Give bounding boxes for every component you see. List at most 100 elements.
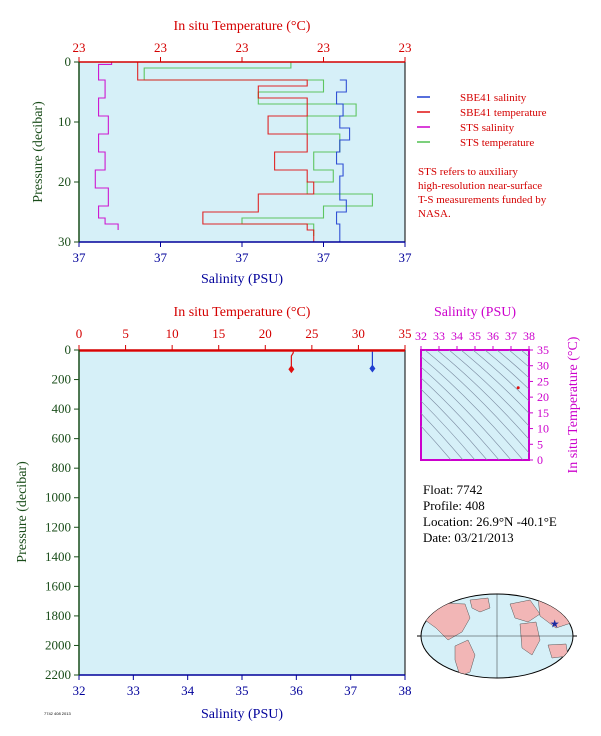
ts-sal-tick-label: 32 xyxy=(415,329,427,343)
legend: SBE41 salinity SBE41 temperature STS salin… xyxy=(417,92,547,149)
ts-contour-line xyxy=(421,412,464,460)
bottom-pressure-tick-label: 1400 xyxy=(45,549,71,564)
date-text: Date: 03/21/2013 xyxy=(423,530,514,545)
ts-salinity-axis-label: Salinity (PSU) xyxy=(434,305,516,320)
series-sts-salinity xyxy=(94,61,389,230)
ts-sal-tick-label: 34 xyxy=(451,329,463,343)
legend-label: SBE41 temperature xyxy=(460,107,547,119)
bottom-series-group xyxy=(79,350,405,374)
legend-label: SBE41 salinity xyxy=(460,92,527,104)
ts-contour-line xyxy=(484,350,529,390)
ts-contour-line xyxy=(421,388,488,460)
ts-contour-line xyxy=(436,350,529,440)
ts-temp-tick-label: 5 xyxy=(537,437,543,451)
ts-density-contours xyxy=(421,350,529,460)
top-sal-tick-label: 37 xyxy=(399,250,413,265)
bottom-salinity-axis-label: Salinity (PSU) xyxy=(201,707,283,722)
ts-contour-line xyxy=(421,425,452,460)
top-pressure-tick-label: 30 xyxy=(58,234,71,249)
ts-contour-line xyxy=(508,350,529,368)
ts-contour-line xyxy=(460,350,529,414)
ts-sal-tick-label: 33 xyxy=(433,329,445,343)
bottom-pressure-tick-label: 2000 xyxy=(45,637,71,652)
top-sal-tick-label: 37 xyxy=(317,250,331,265)
footer-text: 7742 408 2013 xyxy=(44,711,71,716)
ts-temp-tick-label: 0 xyxy=(537,453,543,467)
top-series-group xyxy=(94,61,405,242)
legend-label: STS temperature xyxy=(460,137,534,149)
bottom-temperature-axis-label: In situ Temperature (°C) xyxy=(174,305,311,320)
bottom-series-end-marker xyxy=(288,365,295,374)
bottom-temp-tick-label: 10 xyxy=(166,326,179,341)
bottom-pressure-tick-label: 1000 xyxy=(45,490,71,505)
series-sbe41-temperature xyxy=(137,61,405,242)
note-line: high-resolution near-surface xyxy=(418,180,542,192)
top-sal-tick-label: 37 xyxy=(154,250,168,265)
top-ticks-group: 23 37 23 37 23 37 23 37 23 37 0 10 20 30 xyxy=(58,40,412,265)
top-pressure-tick-label: 0 xyxy=(65,54,72,69)
ts-contour-line xyxy=(448,350,529,427)
bottom-pressure-tick-label: 0 xyxy=(65,342,72,357)
ts-temp-tick-label: 25 xyxy=(537,374,549,388)
bottom-pressure-tick-label: 800 xyxy=(52,460,72,475)
bottom-pressure-axis-label: Pressure (decibar) xyxy=(15,461,30,563)
ts-contour-line xyxy=(472,350,529,402)
bottom-sal-tick-label: 33 xyxy=(127,683,140,698)
location-map: ★ xyxy=(417,593,577,679)
ts-plot-area xyxy=(420,349,530,461)
top-temp-tick-label: 23 xyxy=(154,40,167,55)
full-depth-profile-chart: 0 5 10 15 20 25 30 35 32 33 34 35 36 37 38 0 200 400 600 80… xyxy=(15,305,412,722)
bottom-pressure-tick-label: 400 xyxy=(52,401,72,416)
bottom-sal-tick-label: 36 xyxy=(290,683,304,698)
legend-label: STS salinity xyxy=(460,122,515,134)
top-temp-tick-label: 23 xyxy=(73,40,86,55)
top-plot-area xyxy=(78,61,406,243)
ts-temperature-axis-label: In situ Temperature (°C) xyxy=(566,336,581,473)
bottom-pressure-tick-label: 1600 xyxy=(45,578,71,593)
bottom-series-end-marker xyxy=(369,364,376,373)
float-number: Float: 7742 xyxy=(423,482,483,497)
top-pressure-tick-label: 20 xyxy=(58,174,71,189)
note-line: T-S measurements funded by xyxy=(418,194,547,206)
bottom-sal-tick-label: 37 xyxy=(344,683,358,698)
top-temp-tick-label: 23 xyxy=(236,40,249,55)
bottom-sal-tick-label: 38 xyxy=(399,683,412,698)
bottom-sal-tick-label: 34 xyxy=(181,683,195,698)
bottom-sal-tick-label: 32 xyxy=(73,683,86,698)
ts-point xyxy=(516,386,520,390)
top-temp-tick-label: 23 xyxy=(399,40,412,55)
top-temperature-axis-label: In situ Temperature (°C) xyxy=(174,19,311,34)
ts-sal-tick-label: 38 xyxy=(523,329,535,343)
bottom-temp-tick-label: 30 xyxy=(352,326,365,341)
bottom-ticks-group: 0 5 10 15 20 25 30 35 32 33 34 35 36 37 38 0 200 400 600 80… xyxy=(45,326,412,698)
top-pressure-axis-label: Pressure (decibar) xyxy=(31,101,46,203)
ts-sal-tick-label: 36 xyxy=(487,329,499,343)
float-location-marker: ★ xyxy=(550,618,560,630)
bottom-temp-tick-label: 35 xyxy=(399,326,412,341)
bottom-temp-tick-label: 20 xyxy=(259,326,272,341)
location-text: Location: 26.9°N -40.1°E xyxy=(423,514,557,529)
ts-temp-tick-label: 15 xyxy=(537,406,549,420)
top-pressure-tick-label: 10 xyxy=(58,114,71,129)
ts-contour-line xyxy=(421,400,476,460)
series-sbe41-salinity xyxy=(335,79,351,242)
ts-temp-tick-label: 30 xyxy=(537,359,549,373)
ts-temp-tick-label: 35 xyxy=(537,343,549,357)
top-salinity-axis-label: Salinity (PSU) xyxy=(201,272,283,287)
bottom-sal-tick-label: 35 xyxy=(236,683,249,698)
bottom-plot-area xyxy=(78,349,406,676)
note-line: STS refers to auxiliary xyxy=(418,166,518,178)
ts-contour-line xyxy=(421,377,500,460)
note-line: NASA. xyxy=(418,208,451,220)
bottom-pressure-tick-label: 200 xyxy=(52,372,72,387)
ts-temp-tick-label: 20 xyxy=(537,390,549,404)
bottom-pressure-tick-label: 1800 xyxy=(45,608,71,623)
ts-contour-line xyxy=(424,350,529,454)
top-temp-tick-label: 23 xyxy=(317,40,330,55)
ts-contour-line xyxy=(520,350,529,358)
top-sal-tick-label: 37 xyxy=(236,250,250,265)
bottom-temp-tick-label: 25 xyxy=(305,326,318,341)
